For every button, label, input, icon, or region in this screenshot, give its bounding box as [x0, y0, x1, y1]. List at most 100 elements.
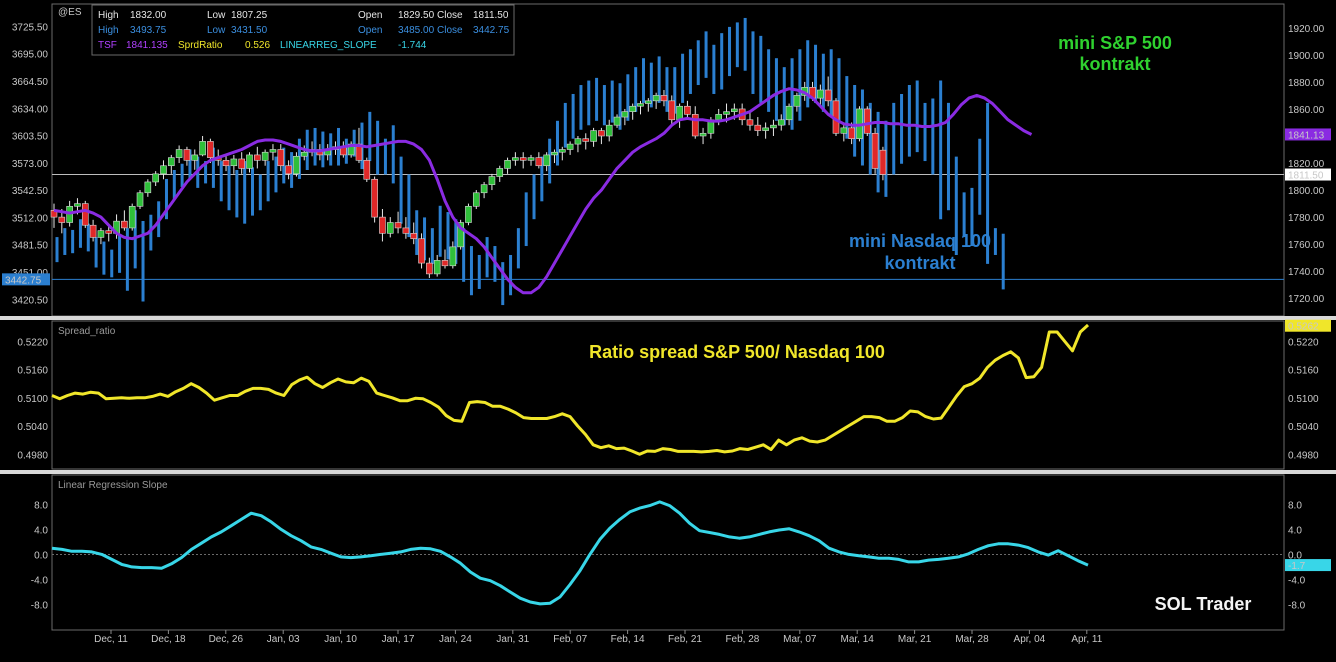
slope-left-axis: 8.0 4.0 0.0 -4.0 -8.0 — [31, 500, 49, 611]
panel-divider-1[interactable] — [0, 316, 1336, 320]
sp500-candle — [441, 249, 449, 269]
sp500-candle — [777, 114, 785, 131]
sp500-candle — [605, 119, 613, 142]
candle-body — [394, 222, 402, 229]
slope-right-tick: -8.0 — [1288, 600, 1306, 611]
sp500-candle — [449, 241, 457, 269]
sp500-candle — [863, 106, 871, 136]
nq-close-marker-label: 3442.75 — [5, 275, 42, 286]
candle-body — [817, 89, 824, 99]
sp500-candle — [160, 160, 167, 180]
info-close-label: Close — [437, 10, 463, 21]
candle-body — [871, 132, 879, 169]
spread-panel-title: Spread_ratio — [58, 326, 116, 337]
candle-body — [254, 154, 261, 161]
price-left-tick: 3481.50 — [12, 241, 49, 252]
date-axis: Dec, 11 Dec, 18 Dec, 26 Jan, 03 Jan, 10 Jan, … — [94, 630, 1103, 645]
sp500-candle — [285, 160, 292, 180]
candle-body — [144, 181, 152, 194]
info-row-indicators: TSF 1841.135 SprdRatio 0.526 LINEARREG_S… — [98, 40, 427, 51]
info-high-label: High — [98, 10, 119, 21]
date-tick-label: Feb, 28 — [725, 634, 759, 645]
sp500-candle — [81, 200, 89, 228]
sp500-candle — [613, 114, 621, 128]
sp500-candle — [363, 157, 371, 182]
sp500-candle — [660, 90, 668, 107]
candle-body — [433, 260, 441, 275]
candle-body — [676, 105, 683, 121]
candle-body — [277, 149, 285, 167]
sp500-candle — [817, 84, 824, 107]
price-left-tick: 3695.00 — [12, 50, 49, 61]
candle-body — [574, 138, 582, 145]
info-high-value-2: 3493.75 — [130, 25, 167, 36]
sp500-candle — [277, 144, 285, 172]
candle-body — [121, 220, 128, 229]
candle-body — [551, 151, 558, 156]
sp500-candle — [246, 152, 253, 173]
slope-left-tick: -8.0 — [31, 600, 49, 611]
candle-body — [183, 149, 191, 161]
candle-body — [840, 127, 848, 134]
candle-body — [863, 108, 871, 134]
candle-body — [598, 130, 605, 137]
spread-right-tick: 0.5040 — [1288, 422, 1319, 433]
sp500-candle — [754, 117, 762, 136]
sp500-candle — [637, 100, 644, 115]
nq-annotation-line2: kontrakt — [884, 253, 955, 273]
sp500-candle — [527, 154, 535, 166]
candle-body — [457, 222, 464, 248]
slope-left-tick: 4.0 — [34, 525, 48, 536]
sp500-candle — [394, 211, 402, 234]
price-right-tick: 1900.00 — [1288, 51, 1325, 62]
nq-close-marker: 3442.75 — [2, 273, 50, 286]
sp500-candle — [175, 145, 183, 164]
info-row-nq: High 3493.75 Low 3431.50 Open 3485.00 Cl… — [98, 25, 510, 36]
candle-body — [465, 205, 472, 223]
date-tick-label: Mar, 21 — [898, 634, 932, 645]
candle-body — [199, 141, 206, 156]
sp500-candle — [472, 190, 480, 209]
spread-left-tick: 0.5100 — [17, 394, 48, 405]
spread-left-tick: 0.4980 — [17, 450, 48, 461]
slope-panel-title: Linear Regression Slope — [58, 480, 168, 491]
sp500-candle — [371, 176, 378, 223]
sp500-candle — [402, 217, 410, 239]
spread-panel-frame — [51, 320, 1285, 470]
sp500-candle — [426, 257, 433, 278]
date-tick-label: Apr, 11 — [1071, 634, 1102, 645]
price-left-tick: 3634.00 — [12, 104, 49, 115]
sp500-candle — [840, 125, 848, 142]
candle-body — [105, 230, 113, 234]
info-tsf-label: TSF — [98, 40, 117, 51]
tsf-line — [53, 87, 1033, 295]
sp500-candle — [50, 203, 58, 228]
sp500-candle — [762, 122, 769, 139]
sp500-candle — [293, 152, 300, 177]
candle-body — [590, 130, 597, 142]
info-low-value: 1807.25 — [231, 10, 268, 21]
panel-divider-2[interactable] — [0, 470, 1336, 474]
price-right-tick: 1860.00 — [1288, 105, 1325, 116]
sp500-candle — [770, 119, 777, 136]
slope-panel-frame — [51, 474, 1285, 631]
date-tick-label: Dec, 26 — [209, 634, 244, 645]
info-close-value: 1811.50 — [473, 10, 509, 21]
date-tick-label: Feb, 14 — [611, 634, 645, 645]
date-tick-label: Jan, 17 — [382, 634, 415, 645]
nasdaq-bars — [55, 17, 1005, 306]
date-tick-label: Mar, 28 — [955, 634, 989, 645]
info-high-label-2: High — [98, 25, 119, 36]
candle-body — [879, 149, 887, 175]
sp500-candle — [386, 217, 394, 238]
candle-body — [472, 192, 480, 207]
candle-body — [285, 165, 292, 175]
candle-body — [605, 124, 613, 137]
sp500-candle — [183, 146, 191, 166]
info-slope-value: -1.744 — [398, 40, 427, 51]
sp500-candle — [566, 141, 574, 155]
info-row-sp: High 1832.00 Low 1807.25 Open 1829.50 Cl… — [98, 10, 509, 21]
sp500-candle — [621, 108, 629, 126]
sp500-candle — [785, 103, 793, 126]
sp500-candle — [652, 92, 660, 109]
